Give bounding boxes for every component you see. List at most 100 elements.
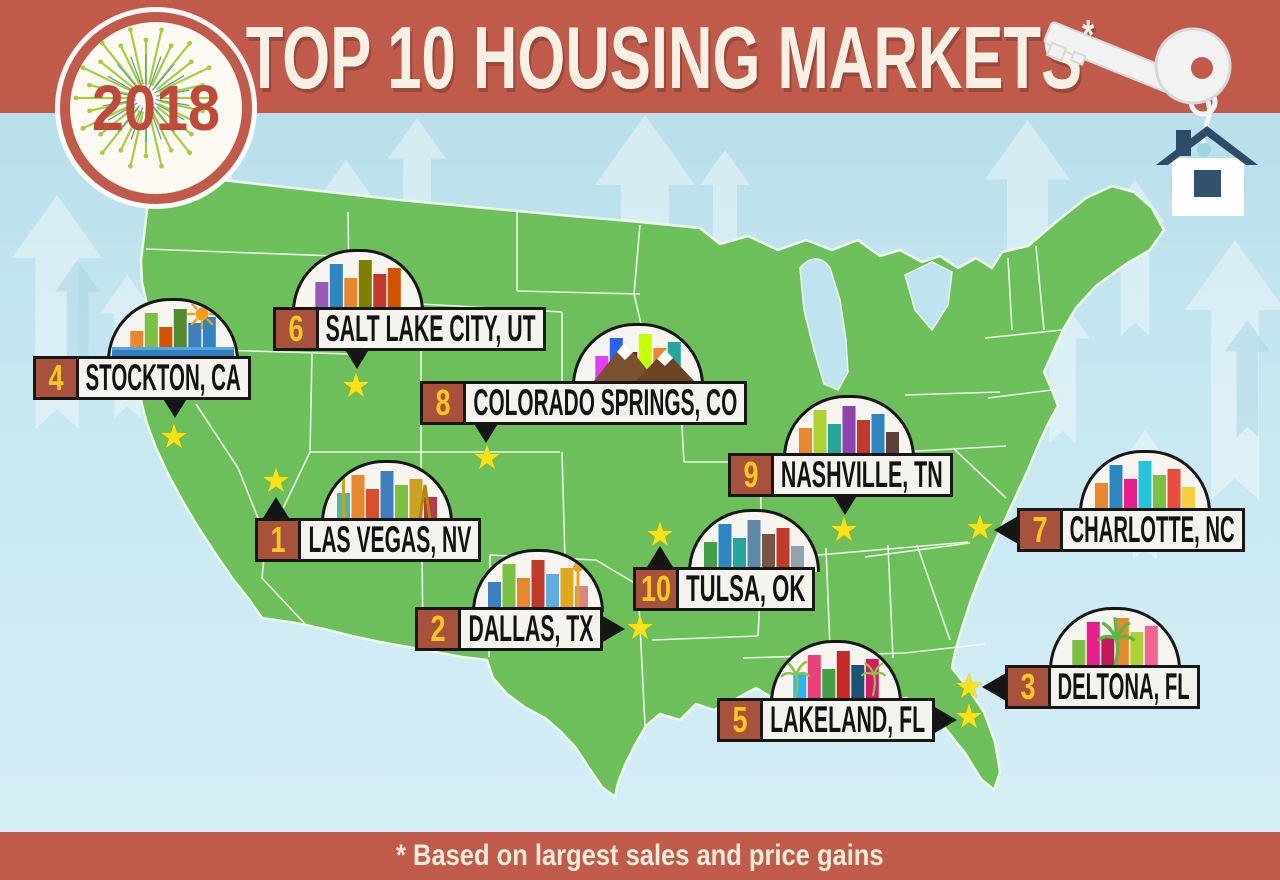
city-label: 4 STOCKTON, CA: [33, 356, 251, 400]
city-label-box: DELTONA, FL: [1048, 665, 1200, 709]
pointer-arrow-icon: [473, 422, 499, 443]
pointer-arrow-icon: [344, 348, 370, 369]
city-label-box: LAS VEGAS, NV: [298, 518, 481, 562]
city-marker-4: ★ 4 STOCKTON, CA: [33, 298, 251, 454]
key-house-illustration: [1043, 21, 1258, 216]
palm-tree-icon: [780, 660, 887, 701]
map-star-icon: ★: [624, 609, 656, 647]
city-label-box: DALLAS, TX: [458, 607, 603, 651]
city-marker-5: ★ 5 LAKELAND, FL: [717, 640, 984, 742]
city-skyline-icon: [783, 395, 915, 458]
city-label-box: CHARLOTTE, NC: [1060, 508, 1245, 552]
key-icon: [1043, 21, 1232, 105]
map-star-icon: ★: [340, 367, 372, 405]
city-skyline-icon: [107, 298, 239, 361]
city-marker-8: ★ 8 COLORADO SPRINGS, CO: [420, 323, 747, 475]
city-label-box: STOCKTON, CA: [76, 356, 251, 400]
city-label-text: NASHVILLE, TN: [781, 454, 943, 495]
map-star-icon: ★: [953, 698, 985, 736]
rank-badge-box: 4: [33, 356, 79, 400]
rank-badge: 5: [732, 699, 748, 740]
mountains-icon: [593, 342, 695, 382]
pointer-arrow-icon: [601, 615, 625, 643]
city-label-text: LAKELAND, FL: [769, 699, 926, 740]
rank-badge-box: 3: [1005, 665, 1051, 709]
rank-badge-box: 6: [273, 307, 319, 351]
city-label-text: LAS VEGAS, NV: [308, 519, 471, 560]
city-label-text: TULSA, OK: [685, 568, 806, 609]
rank-badge-box: 2: [415, 607, 461, 651]
year-badge: 2018: [60, 12, 252, 204]
rank-badge-box: 5: [717, 698, 763, 742]
map-star-icon: ★: [964, 509, 996, 547]
rank-badge-box: 10: [633, 567, 679, 611]
city-skyline-icon: [1079, 450, 1211, 513]
rank-badge: 8: [435, 382, 451, 423]
city-label: 10 TULSA, OK: [633, 567, 815, 611]
city-label-text: CHARLOTTE, NC: [1070, 509, 1235, 550]
city-skyline-icon: [770, 640, 902, 703]
rank-badge-box: 8: [420, 381, 466, 425]
pointer-arrow-icon: [263, 497, 289, 518]
map-star-icon: ★: [260, 462, 292, 500]
footnote: * Based on largest sales and price gains: [396, 839, 884, 872]
rank-badge: 10: [640, 568, 672, 609]
rank-badge: 1: [270, 519, 286, 560]
house-keychain-icon: [1156, 126, 1258, 216]
city-label: 1 LAS VEGAS, NV: [255, 518, 481, 562]
rank-badge: 3: [1020, 666, 1036, 707]
map-star-icon: ★: [158, 418, 190, 456]
city-label-box: SALT LAKE CITY, UT: [316, 307, 546, 351]
city-marker-1: ★ 1 LAS VEGAS, NV: [255, 460, 481, 562]
rank-badge: 9: [743, 454, 759, 495]
city-marker-9: ★ 9 NASHVILLE, TN: [728, 395, 953, 547]
city-label-text: STOCKTON, CA: [85, 357, 242, 398]
city-label-text: SALT LAKE CITY, UT: [326, 308, 537, 349]
city-marker-3: ★ 3 DELTONA, FL: [954, 607, 1200, 709]
rank-badge: 6: [288, 308, 304, 349]
city-skyline-icon: [1049, 607, 1181, 670]
city-skyline-icon: [292, 249, 424, 312]
city-label: 9 NASHVILLE, TN: [728, 453, 953, 497]
rank-badge-box: 1: [255, 518, 301, 562]
map-star-icon: ★: [828, 511, 860, 549]
pointer-arrow-icon: [647, 546, 673, 567]
city-skyline-icon: [472, 549, 604, 612]
pointer-arrow-icon: [832, 494, 858, 515]
rank-badge: 2: [430, 608, 446, 649]
city-marker-6: ★ 6 SALT LAKE CITY, UT: [273, 249, 546, 403]
starburst-icon: [73, 27, 219, 169]
pointer-arrow-icon: [162, 397, 188, 418]
palm-tree-icon: [1097, 617, 1136, 668]
city-label-box: LAKELAND, FL: [760, 698, 935, 742]
city-marker-2: ★ 2 DALLAS, TX: [415, 549, 655, 651]
city-marker-7: ★ 7 CHARLOTTE, NC: [965, 450, 1245, 552]
city-label-text: DELTONA, FL: [1057, 666, 1191, 707]
pointer-arrow-icon: [994, 516, 1018, 544]
city-label: 6 SALT LAKE CITY, UT: [273, 307, 546, 351]
pointer-arrow-icon: [982, 673, 1006, 701]
city-label: 3 DELTONA, FL: [1005, 665, 1200, 709]
city-label: 8 COLORADO SPRINGS, CO: [420, 381, 747, 425]
city-label-box: COLORADO SPRINGS, CO: [463, 381, 747, 425]
pointer-arrow-icon: [933, 706, 957, 734]
rank-badge-box: 9: [728, 453, 774, 497]
city-label-box: TULSA, OK: [676, 567, 815, 611]
city-label-text: DALLAS, TX: [468, 608, 593, 649]
city-label-box: NASHVILLE, TN: [771, 453, 953, 497]
badge-year: 2018: [91, 72, 221, 144]
rank-badge: 4: [48, 357, 64, 398]
sun-icon: [186, 301, 218, 330]
city-skyline-icon: [321, 460, 453, 523]
city-skyline-icon: [572, 323, 704, 386]
map-star-icon: ★: [953, 668, 985, 706]
city-label-text: COLORADO SPRINGS, CO: [473, 382, 737, 423]
city-label: 2 DALLAS, TX: [415, 607, 603, 651]
great-lakes: [799, 258, 953, 391]
city-label: 7 CHARLOTTE, NC: [1017, 508, 1245, 552]
city-skyline-icon: [688, 509, 820, 572]
rank-badge: 7: [1032, 509, 1048, 550]
map-star-icon: ★: [471, 439, 503, 477]
